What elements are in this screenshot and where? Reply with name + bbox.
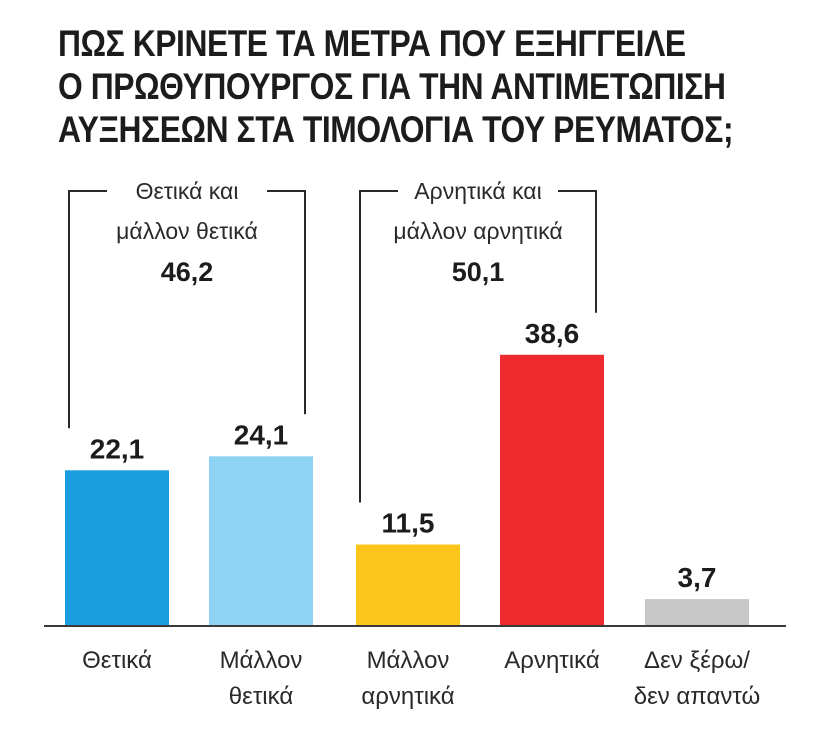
group-bracket-right-1 bbox=[558, 190, 597, 313]
bar-value-label-0: 22,1 bbox=[90, 433, 145, 464]
group-label-line-2-1: μάλλον αρνητικά bbox=[393, 218, 562, 244]
group-bracket-left-0 bbox=[68, 190, 107, 429]
bar-4 bbox=[645, 599, 749, 625]
bar-0 bbox=[65, 470, 169, 625]
bar-value-label-2: 11,5 bbox=[382, 508, 435, 539]
category-label-4-1: δεν απαντώ bbox=[634, 683, 761, 710]
title-line-3: ΑΥΞΗΣΕΩΝ ΣΤΑ ΤΙΜΟΛΟΓΙΑ ΤΟΥ ΡΕΥΜΑΤΟΣ; bbox=[58, 109, 734, 150]
title-line-2: Ο ΠΡΩΘΥΠΟΥΡΓΟΣ ΓΙΑ ΤΗΝ ΑΝΤΙΜΕΤΩΠΙΣΗ bbox=[58, 66, 726, 107]
group-bracket-right-0 bbox=[267, 190, 306, 415]
category-label-4-0: Δεν ξέρω/ bbox=[644, 647, 750, 674]
category-label-0-0: Θετικά bbox=[82, 647, 152, 674]
category-label-3-0: Αρνητικά bbox=[504, 647, 600, 674]
bar-3 bbox=[500, 354, 604, 625]
bar-value-label-1: 24,1 bbox=[234, 419, 289, 450]
group-total-1: 50,1 bbox=[452, 257, 505, 287]
bar-value-label-3: 38,6 bbox=[525, 318, 580, 349]
category-label-2-0: Μάλλον bbox=[367, 647, 450, 674]
group-label-line-2-0: μάλλον θετικά bbox=[116, 218, 258, 244]
category-label-1-0: Μάλλον bbox=[220, 647, 303, 674]
group-label-line-1-0: Θετικά και bbox=[136, 178, 239, 204]
title-line-1: ΠΩΣ ΚΡΙΝΕΤΕ ΤΑ ΜΕΤΡΑ ΠΟΥ ΕΞΗΓΓΕΙΛΕ bbox=[58, 23, 686, 64]
bar-2 bbox=[356, 544, 460, 625]
bar-value-label-4: 3,7 bbox=[678, 562, 717, 593]
group-bracket-left-1 bbox=[359, 190, 398, 503]
group-total-0: 46,2 bbox=[161, 257, 214, 287]
category-label-1-1: θετικά bbox=[229, 683, 294, 710]
group-label-line-1-1: Αρνητικά και bbox=[414, 178, 541, 204]
chart-title: ΠΩΣ ΚΡΙΝΕΤΕ ΤΑ ΜΕΤΡΑ ΠΟΥ ΕΞΗΓΓΕΙΛΕ Ο ΠΡΩ… bbox=[58, 22, 734, 151]
bar-1 bbox=[209, 456, 313, 625]
category-label-2-1: αρνητικά bbox=[361, 683, 454, 710]
